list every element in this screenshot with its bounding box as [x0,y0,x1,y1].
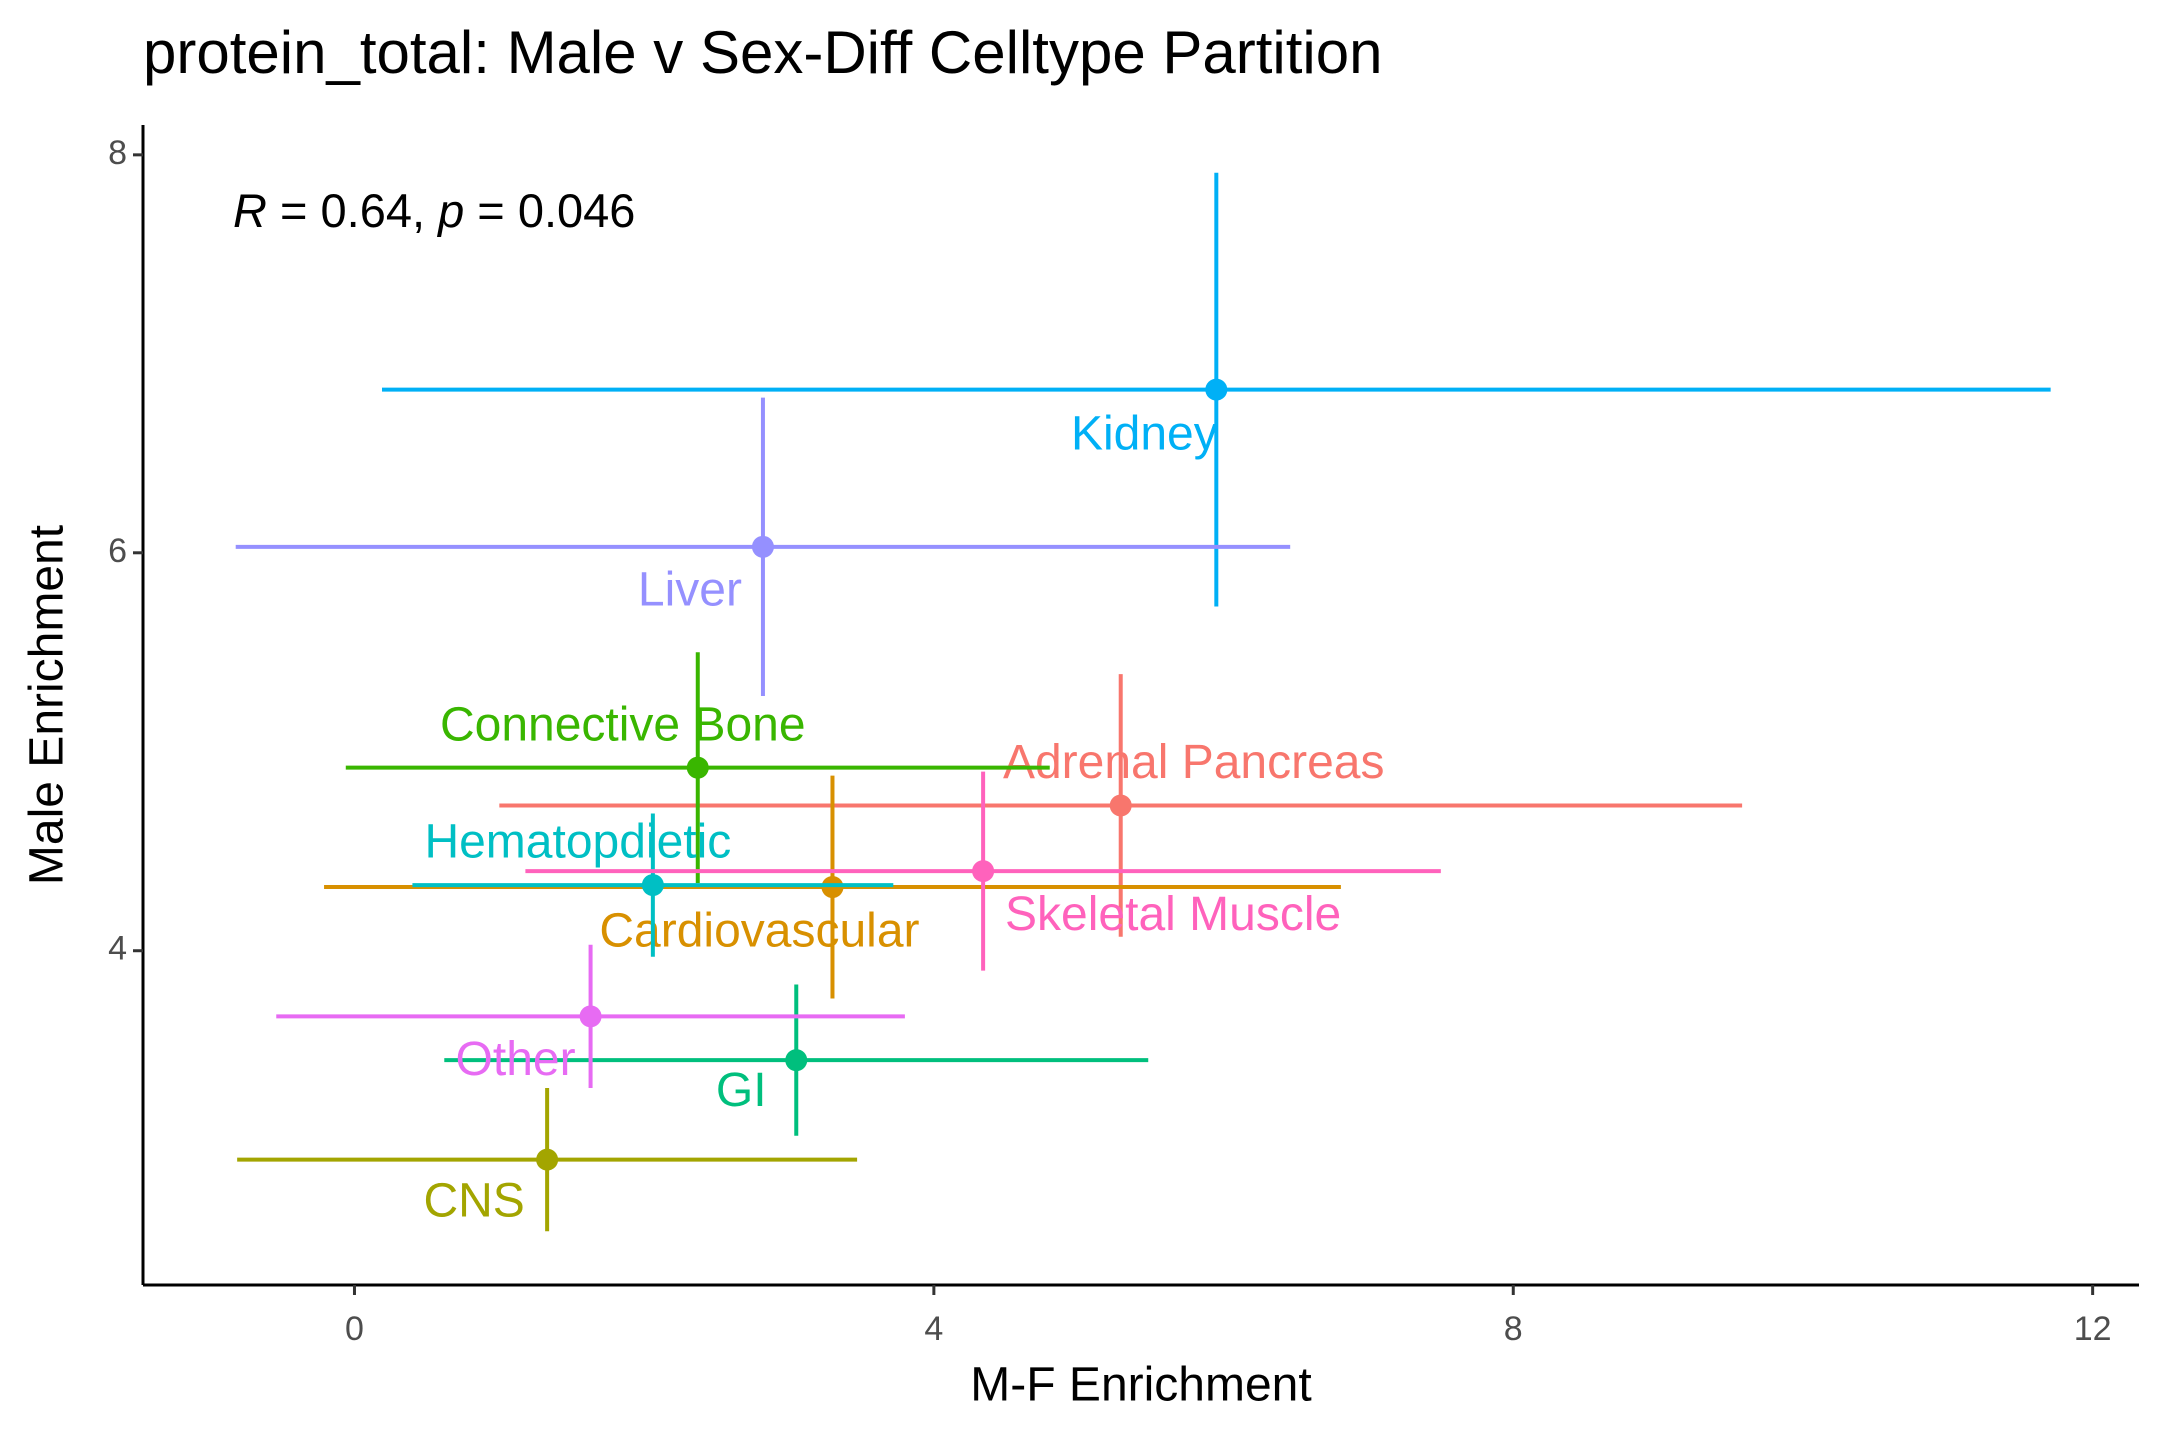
chart-title: protein_total: Male v Sex-Diff Celltype … [143,19,1382,86]
point-label: GI [716,1064,767,1117]
x-axis-title: M-F Enrichment [970,1359,1311,1412]
point [686,756,709,779]
y-axis-title: Male Enrichment [21,525,74,885]
point-label: Hematopdietic [424,816,731,869]
point-label: Connective Bone [440,698,806,751]
x-tick-label: 8 [1504,1310,1523,1348]
annotation-part: R [233,184,267,237]
point-label: Cardiovascular [599,905,919,958]
point-label: Adrenal Pancreas [1003,736,1385,789]
point [972,860,995,883]
x-tick-label: 12 [2074,1310,2112,1348]
y-tick-label: 8 [108,134,127,172]
point [579,1005,602,1028]
point [1205,378,1228,401]
point-label: Liver [638,563,742,616]
point [641,874,664,897]
point-label: CNS [423,1174,524,1227]
annotation: R = 0.64, p = 0.046 [233,184,635,237]
annotation-part: = 0.64, [267,184,438,237]
point [785,1049,808,1072]
annotation-part: = 0.046 [464,184,635,237]
annotation-part: p [436,184,464,237]
y-tick-label: 6 [108,532,127,570]
y-tick-label: 4 [108,930,127,968]
x-tick-label: 4 [924,1310,943,1348]
point [751,535,774,558]
point-label: Other [456,1033,576,1086]
point [536,1148,559,1171]
point-label: Kidney [1071,407,1218,460]
x-tick-label: 0 [345,1310,364,1348]
point-label: Skeletal Muscle [1005,888,1341,941]
point [1109,794,1132,817]
